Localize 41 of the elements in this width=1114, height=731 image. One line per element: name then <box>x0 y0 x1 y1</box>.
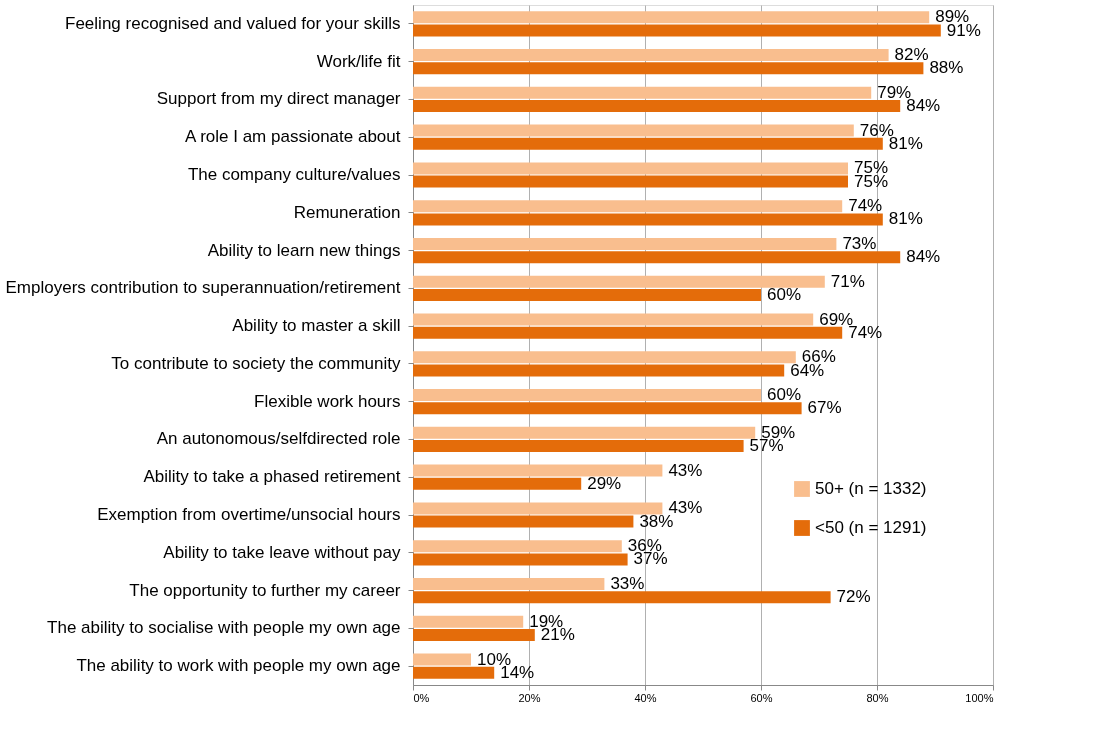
x-tick-label: 40% <box>634 691 657 704</box>
data-label: 67% <box>807 398 842 418</box>
y-tick-label: Support from my direct manager <box>156 89 401 109</box>
y-tick-label: Employers contribution to superannuation/retirement <box>5 278 401 298</box>
data-label: 60% <box>767 385 802 405</box>
data-label: 84% <box>906 247 941 267</box>
data-label: 72% <box>836 587 871 607</box>
data-label: 60% <box>767 284 802 304</box>
data-label: 43% <box>668 460 703 480</box>
x-tick-label: 80% <box>866 691 889 704</box>
y-tick-label: To contribute to society the community <box>111 353 401 373</box>
data-label: 71% <box>830 271 865 291</box>
y-tick-label: Work/life fit <box>316 51 401 71</box>
y-tick-label: Feeling recognised and valued for your skills <box>65 13 401 33</box>
y-tick-label: Ability to learn new things <box>207 240 401 260</box>
data-label: 29% <box>587 473 622 493</box>
y-tick-label: Flexible work hours <box>254 391 401 411</box>
y-tick-label: An autonomous/selfdirected role <box>156 429 401 449</box>
data-label: 73% <box>842 233 877 253</box>
data-label: 38% <box>639 511 674 531</box>
y-tick-label: The company culture/values <box>187 165 401 184</box>
data-label: 88% <box>929 58 964 78</box>
data-label: 33% <box>610 573 645 593</box>
y-tick-label: The ability to socialise with people my own age <box>47 618 401 638</box>
y-tick-label: Remuneration <box>293 202 401 222</box>
legend-label: 50+ (n = 1332) <box>815 479 927 498</box>
y-tick-label: Ability to master a skill <box>232 316 401 336</box>
x-tick-label: 60% <box>750 691 773 704</box>
data-label: 82% <box>894 45 929 65</box>
y-tick-label: Exemption from overtime/unsocial hours <box>97 505 401 524</box>
y-tick-label: A role I am passionate about <box>185 127 401 147</box>
data-label: 74% <box>848 196 883 216</box>
y-tick-label: The opportunity to further my career <box>129 580 401 600</box>
y-tick-label: The ability to work with people my own age <box>76 656 401 676</box>
legend-label: <50 (n = 1291) <box>815 518 927 537</box>
x-tick-label: 20% <box>518 691 541 704</box>
x-tick-label: 0% <box>413 691 430 704</box>
x-tick-label: 100% <box>965 691 994 704</box>
data-label: 81% <box>888 209 923 229</box>
y-tick-label: Ability to take leave without pay <box>163 542 401 562</box>
y-tick-label: Ability to take a phased retirement <box>143 467 401 487</box>
